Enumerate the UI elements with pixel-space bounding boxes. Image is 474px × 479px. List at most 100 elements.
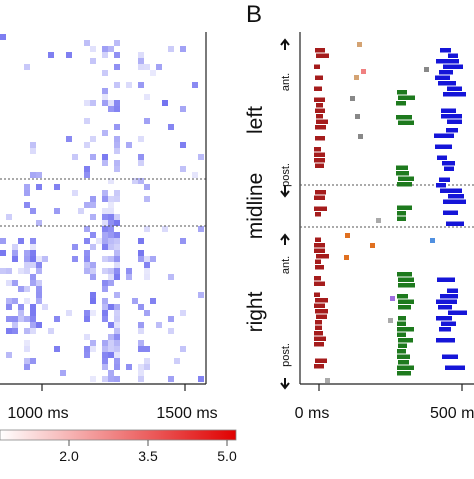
raster-mark [398, 283, 415, 288]
heatmap-cell [12, 328, 18, 334]
heatmap-cell [114, 160, 120, 166]
heatmap-cell [144, 358, 150, 364]
heatmap-cell [138, 154, 144, 160]
heatmap-cell [180, 238, 186, 244]
heatmap-cell [108, 208, 114, 214]
heatmap-cell [102, 364, 108, 370]
raster-stray-mark [358, 134, 363, 139]
raster-mark [441, 108, 456, 113]
raster-mark [315, 108, 325, 113]
arrow-up-icon [280, 38, 290, 50]
heatmap-cell [6, 268, 12, 274]
raster-stray-mark [361, 69, 366, 74]
heatmap-cell [102, 226, 108, 232]
heatmap-cell [30, 250, 36, 256]
heatmap-cell [102, 160, 108, 166]
raster-marks [314, 42, 467, 383]
heatmap-cell [108, 352, 114, 358]
heatmap-cell [90, 346, 96, 352]
heatmap-cell [6, 298, 12, 304]
raster-mark [443, 64, 463, 69]
heatmap-cell [114, 346, 120, 352]
heatmap-cell [114, 268, 120, 274]
heatmap-cell [78, 208, 84, 214]
heatmap-cell [102, 280, 108, 286]
heatmap-cell [138, 256, 144, 262]
heatmap-x-tick-label-1000: 1000 ms [7, 405, 68, 422]
heatmap-cell [108, 322, 114, 328]
heatmap-cell [138, 250, 144, 256]
heatmap-cell [108, 46, 114, 52]
heatmap-cell [126, 274, 132, 280]
heatmap-cell [150, 70, 156, 76]
heatmap-cell [0, 238, 6, 244]
heatmap-cell [90, 274, 96, 280]
heatmap-cell [84, 238, 90, 244]
heatmap-cell [138, 346, 144, 352]
heatmap-cell [180, 46, 186, 52]
heatmap-cell [102, 298, 108, 304]
heatmap-cell [102, 196, 108, 202]
heatmap-cell [114, 52, 120, 58]
heatmap-cell [102, 352, 108, 358]
heatmap-cell [12, 280, 18, 286]
heatmap-cell [180, 142, 186, 148]
raster-mark [397, 182, 412, 187]
heatmap-cell [114, 304, 120, 310]
heatmap-cell [90, 310, 96, 316]
heatmap-cell [198, 154, 204, 160]
raster-mark [315, 265, 324, 270]
heatmap-cell [114, 142, 120, 148]
raster-mark [440, 48, 451, 53]
raster-mark [315, 320, 322, 325]
heatmap-cell [144, 274, 150, 280]
raster-mark [441, 321, 456, 326]
heatmap-cell [12, 298, 18, 304]
raster-mark [398, 120, 414, 125]
heatmap-cell [108, 274, 114, 280]
colorbar-label-2: 2.0 [59, 448, 79, 464]
heatmap-cell [114, 328, 120, 334]
heatmap-cell [114, 310, 120, 316]
heatmap-cell [144, 364, 150, 370]
raster-mark [314, 97, 325, 102]
heatmap-cell [114, 148, 120, 154]
heatmap-cell [6, 352, 12, 358]
raster-mark [314, 336, 326, 341]
raster-mark [316, 119, 328, 124]
heatmap-cell [90, 58, 96, 64]
heatmap-cell [60, 370, 66, 376]
heatmap-cell [114, 136, 120, 142]
heatmap-cell [162, 226, 168, 232]
heatmap-cell [84, 250, 90, 256]
heatmap-cell [84, 100, 90, 106]
heatmap-cell [84, 310, 90, 316]
heatmap-cell [138, 136, 144, 142]
heatmap-cell [18, 316, 24, 322]
raster-mark [314, 281, 325, 286]
heatmap-cell [114, 322, 120, 328]
heatmap-cell [90, 232, 96, 238]
heatmap-cell [102, 268, 108, 274]
raster-mark [439, 177, 450, 182]
heatmap-cell [30, 304, 36, 310]
raster-mark [315, 48, 325, 53]
heatmap-cell [102, 340, 108, 346]
heatmap-cell [12, 250, 18, 256]
heatmap-cell [42, 304, 48, 310]
raster-mark [315, 298, 328, 303]
heatmap-cell [42, 256, 48, 262]
raster-mark [397, 205, 412, 210]
raster-mark [436, 59, 459, 64]
heatmap-cell [30, 172, 36, 178]
raster-mark [316, 314, 327, 319]
raster-mark [315, 212, 321, 217]
raster-mark [397, 272, 412, 277]
raster-stray-mark [325, 378, 330, 383]
raster-mark [397, 354, 410, 359]
heatmap-cell [108, 268, 114, 274]
raster-mark [314, 292, 320, 297]
raster-mark [397, 371, 411, 376]
raster-mark [440, 294, 458, 299]
